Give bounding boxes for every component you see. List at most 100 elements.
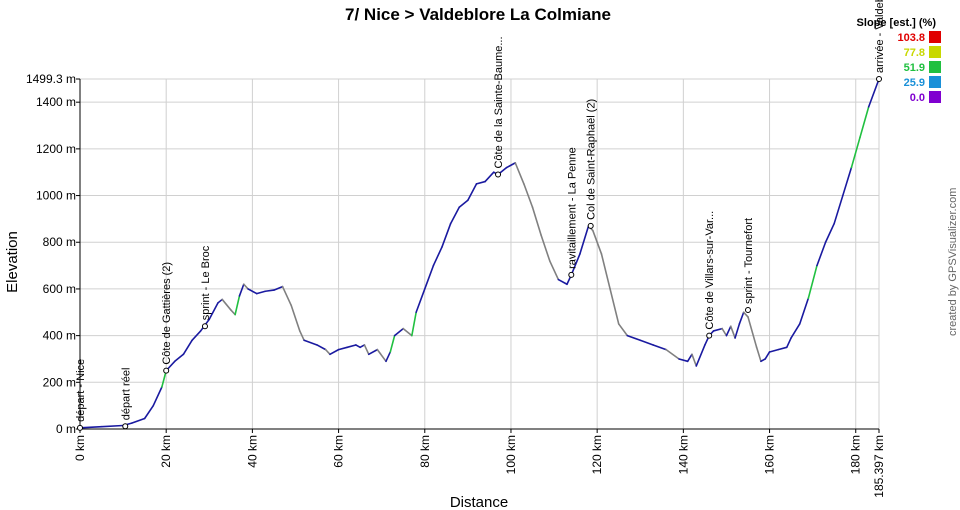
waypoint-label: Col de Saint-Raphaël (2) [586,99,598,220]
y-tick-label: 800 m [43,235,76,249]
waypoint-marker [201,323,208,330]
profile-segment [738,311,745,325]
profile-segment [281,285,292,307]
profile-segment [402,327,413,337]
legend-swatch [929,91,941,103]
profile-segment [273,285,284,291]
profile-segment [389,334,396,353]
x-tick-label: 0 km [73,435,87,461]
profile-segment [385,351,392,363]
elevation-profile [79,78,880,429]
profile-segment [484,171,495,183]
profile-segment [785,337,792,349]
profile-segment [79,425,103,429]
chart-title: 7/ Nice > Valdeblore La Colmiane [345,5,611,24]
y-tick-label: 1000 m [36,189,76,203]
profile-segment [363,344,370,356]
profile-segment [458,199,469,209]
profile-segment [182,339,193,356]
profile-segment [367,348,379,356]
profile-segment [592,229,603,255]
profile-segment [467,183,478,202]
waypoint-marker [77,424,83,431]
legend-swatch [929,46,941,58]
legend-value: 51.9 [904,62,925,74]
waypoint-label: départ - Nice [75,359,87,422]
profile-segment [617,323,629,337]
x-tick-label: 140 km [676,435,690,474]
profile-segment [833,194,844,225]
x-tick-label: 120 km [590,435,604,474]
legend-swatch [929,31,941,43]
profile-segment [768,348,779,353]
profile-segment [230,309,236,316]
profile-segment [523,183,534,209]
waypoint-label: arrivée - Valdeblore La Colmiane [874,0,886,73]
profile-segment [208,302,219,321]
profile-segment [376,348,387,363]
waypoint-marker [568,271,575,278]
profile-segment [548,260,560,281]
profile-segment [264,289,275,293]
profile-segment [432,246,443,267]
y-tick-label: 1200 m [36,142,76,156]
profile-segment [247,288,258,295]
x-tick-label: 185.397 km [872,435,886,498]
profile-segment [130,417,146,424]
profile-segment [242,283,249,290]
profile-segment [415,288,426,314]
x-tick-label: 60 km [332,435,346,468]
waypoint-marker [163,367,170,374]
legend-value: 77.8 [904,47,925,59]
profile-segment [393,327,405,337]
x-tick-label: 180 km [849,435,863,474]
profile-segment [747,316,758,349]
profile-segment [152,386,163,407]
x-axis-ticks: 0 km 20 km 40 km 60 km 80 km 100 km 120 km 140 … [73,429,886,498]
profile-segment [867,78,880,108]
grid [79,78,880,430]
profile-segment [359,344,366,349]
profile-segment [742,311,749,318]
y-axis-label: Elevation [4,231,21,293]
slope-legend: Slope [est.] (%) 103.8 77.8 51.9 25.9 0.0 [857,17,941,104]
profile-segment [174,353,185,363]
profile-segment [600,253,611,290]
profile-segment [346,344,357,349]
profile-segment [725,325,732,337]
profile-segment [665,348,680,360]
legend-title: Slope [est.] (%) [857,17,937,29]
waypoint-label: Côte de la Sainte-Baume... [493,36,505,168]
profile-segment [755,346,762,363]
profile-segment [639,339,654,346]
profile-segment [626,334,642,342]
profile-segment [842,166,853,197]
profile-segment [449,206,461,225]
profile-segment [298,330,305,342]
y-tick-label: 200 m [43,375,76,389]
profile-segment [570,253,581,276]
profile-segment [337,346,348,351]
y-axis-ticks: 0 m 200 m 400 m 600 m 800 m 1000 m 1200 m 1400 … [26,72,80,436]
profile-segment [100,424,124,428]
profile-segment [221,298,232,311]
waypoint-label: ravitaillement - La Penne [566,147,578,269]
profile-segment [316,344,327,351]
x-tick-label: 160 km [763,435,777,474]
profile-segment [191,330,202,342]
waypoint-marker [876,76,882,82]
profile-segment [238,283,245,297]
profile-segment [531,206,542,237]
x-tick-label: 80 km [418,435,432,468]
legend-value: 25.9 [904,77,925,89]
waypoint-label: Côte de Gattières (2) [161,262,173,365]
profile-segment [234,295,241,316]
profile-segment [764,351,771,360]
profile-segment [329,348,340,356]
waypoint-marker [495,171,502,178]
x-axis-label: Distance [450,494,508,510]
waypoint-label: sprint - Le Broc [200,245,212,320]
waypoint-marker [706,332,713,339]
profile-segment [824,222,835,244]
